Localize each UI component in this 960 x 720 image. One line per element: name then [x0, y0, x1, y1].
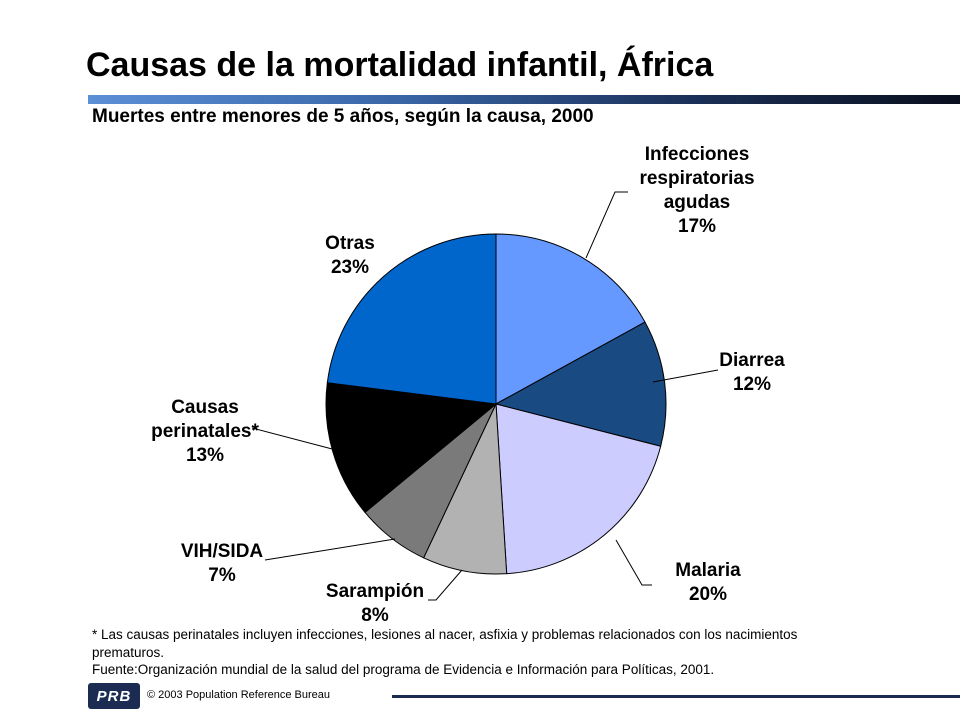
slice-label-infecciones-respiratorias-agudas: Infecciones respiratorias agudas 17%	[639, 144, 754, 237]
footnote: * Las causas perinatales incluyen infecc…	[92, 626, 872, 679]
pie-slice-causas-perinatales	[325, 382, 498, 514]
slice-label-malaria: Malaria 20%	[675, 560, 741, 605]
slice-label-vih-sida: VIH/SIDA 7%	[181, 541, 264, 586]
leader-line-diarrea	[652, 369, 719, 383]
pie-slice-malaria	[495, 403, 662, 575]
prb-logo: PRB	[88, 683, 140, 709]
slice-label-sarampion: Sarampión 8%	[326, 581, 424, 626]
chart-subtitle: Muertes entre menores de 5 años, según l…	[92, 106, 594, 127]
perinatal-note: * Las causas perinatales incluyen infecc…	[92, 627, 798, 660]
copyright-text: © 2003 Population Reference Bureau	[147, 689, 331, 701]
footer-divider	[392, 695, 960, 698]
source-note: Fuente:Organización mundial de la salud …	[92, 662, 715, 678]
leader-line-infecciones-respiratorias-agudas	[585, 191, 628, 259]
title-divider	[88, 95, 960, 104]
leader-line-vih-sida	[264, 538, 396, 561]
leader-line-sarampion	[428, 569, 463, 601]
pie-slice-diarrea	[494, 321, 667, 447]
slice-label-diarrea: Diarrea 12%	[719, 350, 785, 395]
page-title: Causas de la mortalidad infantil, África	[86, 46, 714, 84]
slice-label-causas-perinatales: Causas perinatales* 13%	[151, 397, 259, 466]
leader-line-malaria	[615, 539, 652, 586]
pie-slice-otras	[326, 233, 497, 405]
pie-slice-infecciones-respiratorias-agudas	[495, 233, 646, 405]
leader-line-causas-perinatales	[251, 427, 337, 451]
slice-label-otras: Otras 23%	[325, 233, 375, 278]
